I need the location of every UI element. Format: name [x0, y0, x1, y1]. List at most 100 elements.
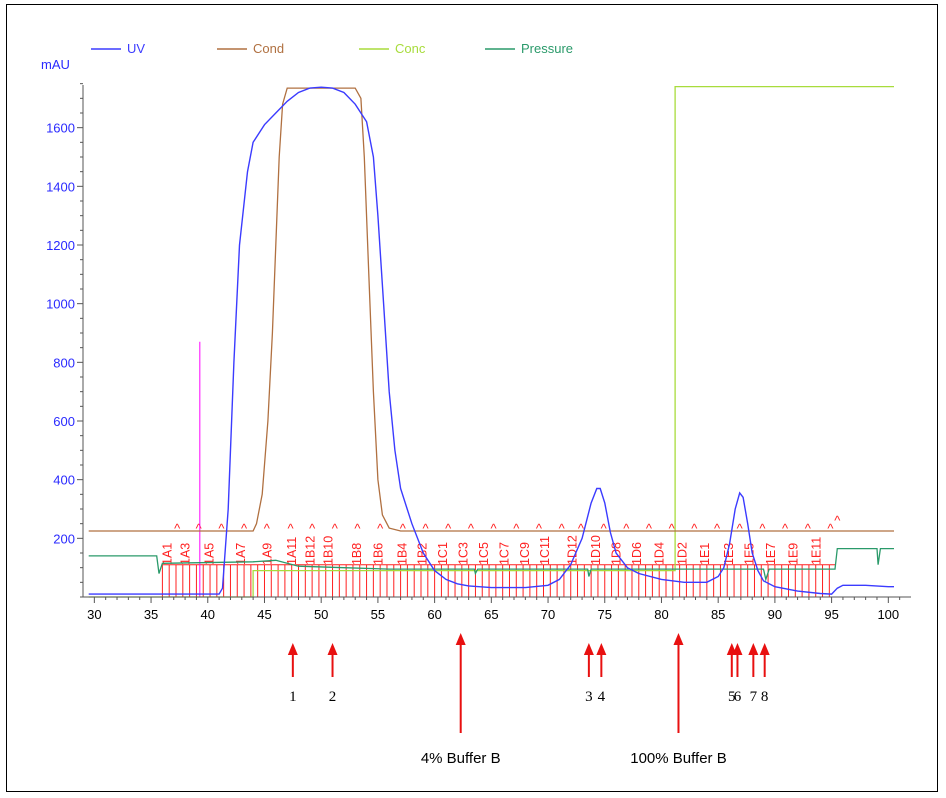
- y-tick-label: 1200: [46, 238, 75, 253]
- fraction-label: 1C7: [497, 542, 511, 565]
- fraction-label: 1B2: [416, 543, 430, 565]
- fraction-label: 1A5: [202, 543, 216, 565]
- peak-label-8: 8: [761, 689, 769, 705]
- fraction-label: 1C1: [436, 542, 450, 565]
- figure-frame: UV Cond Conc Pressure mAU 1A1 1A3 1A5 1A7 1A9 1A…: [6, 4, 938, 792]
- fraction-label: 1A11: [285, 537, 299, 565]
- peak-label-7: 7: [750, 689, 758, 705]
- fraction-caret: ^: [400, 521, 407, 536]
- x-tick-label: 40: [201, 607, 215, 622]
- fraction-label: 1A9: [260, 543, 274, 565]
- peak-label-3: 3: [585, 689, 593, 705]
- peak-label-6: 6: [734, 689, 742, 705]
- y-tick-label: 600: [53, 414, 75, 429]
- axes: 200 400 600 800 1000 1200 1400 1600 30 35 40 45 50 55…: [46, 83, 911, 622]
- fraction-caret: ^: [241, 521, 248, 536]
- x-tick-label: 75: [598, 607, 612, 622]
- fraction-label: 1B10: [322, 536, 336, 565]
- x-tick-label: 70: [541, 607, 555, 622]
- peak-arrow-6-head: [732, 643, 743, 655]
- fraction-label: 1E1: [698, 543, 712, 565]
- fraction-label: 1B8: [350, 543, 364, 565]
- buffer-arrow-1-head: [673, 633, 684, 645]
- x-tick-label: 45: [257, 607, 271, 622]
- fraction-caret: ^: [513, 521, 520, 536]
- x-tick-label: 85: [711, 607, 725, 622]
- fraction-label: 1B6: [371, 543, 385, 565]
- peak-label-2: 2: [329, 689, 337, 705]
- fraction-caret: ^: [669, 521, 676, 536]
- fraction-caret: ^: [737, 521, 744, 536]
- fraction-caret: ^: [491, 521, 498, 536]
- peak-label-4: 4: [598, 689, 606, 705]
- legend-label-conc: Conc: [395, 41, 426, 56]
- fraction-caret: ^: [377, 521, 384, 536]
- x-tick-label: 65: [484, 607, 498, 622]
- y-tick-label: 200: [53, 531, 75, 546]
- buffer-label-0: 4% Buffer B: [421, 750, 501, 767]
- fraction-label: 1D10: [589, 535, 603, 565]
- fraction-caret: ^: [578, 521, 585, 536]
- fraction-caret: ^: [805, 521, 812, 536]
- x-tick-label: 30: [87, 607, 101, 622]
- x-tick-label: 100: [877, 607, 899, 622]
- annotations: 1 2 3 4 56 7 8 4% Buffer B 100% Buffer B: [287, 633, 770, 767]
- fraction-caret: ^: [174, 521, 181, 536]
- fraction-label: 1C9: [518, 542, 532, 565]
- legend-label-pressure: Pressure: [521, 41, 573, 56]
- fraction-label: 1C5: [477, 542, 491, 565]
- fraction-label: 1E11: [809, 537, 823, 565]
- peak-arrow-4-head: [596, 643, 607, 655]
- buffer-arrow-0-head: [455, 633, 466, 645]
- y-tick-label: 800: [53, 355, 75, 370]
- x-tick-label: 35: [144, 607, 158, 622]
- x-tick-label: 50: [314, 607, 328, 622]
- series-uv: [88, 86, 894, 595]
- fraction-caret: ^: [691, 521, 698, 536]
- legend-label-uv: UV: [127, 41, 145, 56]
- y-tick-label: 1000: [46, 297, 75, 312]
- fraction-label: 1B12: [303, 536, 317, 565]
- fraction-caret: ^: [827, 521, 834, 536]
- peak-arrow-8-head: [759, 643, 770, 655]
- fraction-caret: ^: [759, 521, 766, 536]
- fraction-caret: ^: [354, 521, 361, 536]
- fraction-markers: 1A1 1A3 1A5 1A7 1A9 1A11 1B12 1B10 1B8 1B6 1B4 1B2 1…: [160, 341, 841, 597]
- fraction-caret: ^: [218, 521, 225, 536]
- fraction-caret: ^: [468, 521, 475, 536]
- fraction-caret: ^: [601, 521, 608, 536]
- peak-label-5: 5: [728, 689, 736, 705]
- x-tick-label: 55: [371, 607, 385, 622]
- y-tick-label: 400: [53, 473, 75, 488]
- x-tick-label: 95: [824, 607, 838, 622]
- fraction-label: 1A7: [234, 543, 248, 565]
- legend-label-cond: Cond: [253, 41, 284, 56]
- fraction-label: 1A1: [160, 543, 174, 565]
- fraction-caret: ^: [782, 521, 789, 536]
- peak-arrow-2-head: [327, 643, 338, 655]
- fraction-caret: ^: [196, 521, 203, 536]
- fraction-caret: ^: [288, 521, 295, 536]
- legend: UV Cond Conc Pressure: [91, 41, 573, 56]
- peak-arrow-7-head: [748, 643, 759, 655]
- fraction-caret: ^: [309, 521, 316, 536]
- fraction-caret: ^: [646, 521, 653, 536]
- fraction-label: 1E9: [787, 543, 801, 565]
- fraction-label: 1E5: [742, 543, 756, 565]
- fraction-caret: ^: [714, 521, 721, 536]
- buffer-label-1: 100% Buffer B: [630, 750, 726, 767]
- peak-arrow-1-head: [287, 643, 298, 655]
- fraction-caret: ^: [536, 521, 543, 536]
- fraction-label: 1D6: [630, 542, 644, 565]
- x-tick-label: 60: [427, 607, 441, 622]
- fraction-label: 1D4: [653, 542, 667, 565]
- chromatogram-chart: UV Cond Conc Pressure mAU 1A1 1A3 1A5 1A7 1A9 1A…: [41, 41, 911, 767]
- fraction-caret-end: ^: [834, 513, 841, 528]
- y-axis-label: mAU: [41, 57, 70, 72]
- fraction-label: 1C3: [457, 542, 471, 565]
- fraction-caret: ^: [264, 521, 271, 536]
- series-cond: [88, 87, 894, 532]
- peak-arrow-3-head: [583, 643, 594, 655]
- fraction-label: 1D12: [565, 535, 579, 565]
- fraction-label: 1E7: [764, 543, 778, 565]
